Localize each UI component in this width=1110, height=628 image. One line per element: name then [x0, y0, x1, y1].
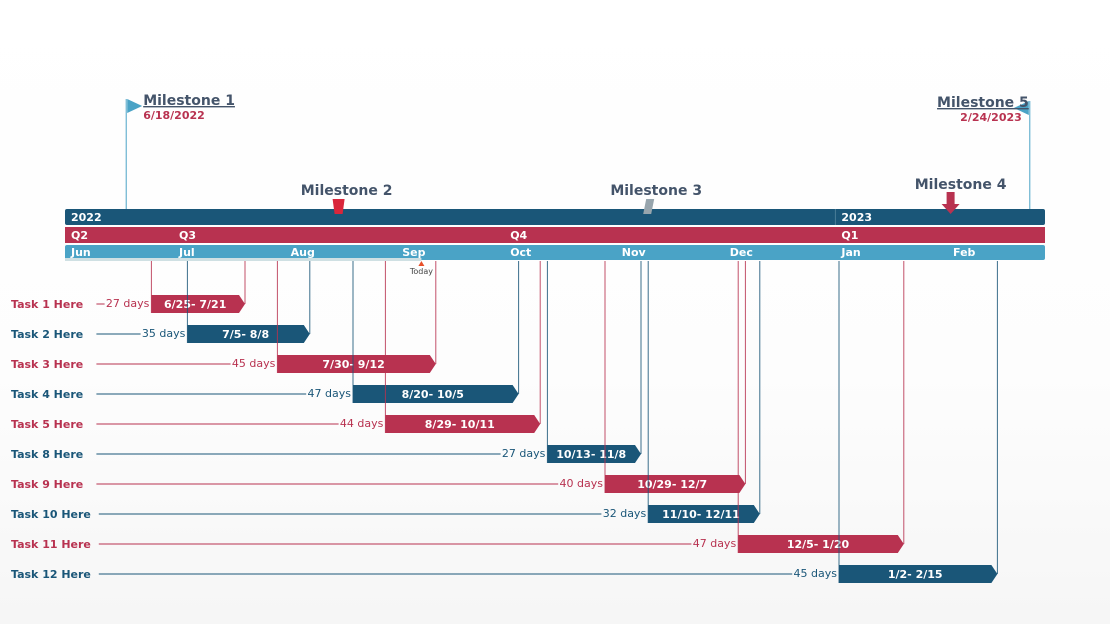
task-date-range: 7/5- 8/8: [222, 328, 269, 341]
task-date-range: 8/20- 10/5: [402, 388, 464, 401]
month-label: Aug: [291, 246, 315, 259]
task-bar: [839, 565, 998, 583]
quarter-label: Q4: [510, 229, 527, 242]
month-label: Feb: [953, 246, 976, 259]
task-bar: [353, 385, 519, 403]
task-duration: 40 days: [560, 477, 604, 490]
task-name: Task 9 Here: [11, 478, 83, 491]
milestone-date: 2/24/2023: [960, 111, 1022, 124]
year-band: [65, 209, 1045, 225]
progress-to-today: [65, 258, 422, 261]
today-marker-icon: [418, 261, 425, 266]
task-name: Task 10 Here: [11, 508, 91, 521]
task-date-range: 10/13- 11/8: [556, 448, 626, 461]
milestone-marker-icon: [643, 199, 655, 214]
task-duration: 47 days: [693, 537, 737, 550]
quarter-band: [65, 227, 1045, 243]
quarter-label: Q1: [841, 229, 858, 242]
task-bar: [151, 295, 245, 313]
task-name: Task 5 Here: [11, 418, 83, 431]
task-date-range: 11/10- 12/11: [662, 508, 740, 521]
month-label: Dec: [730, 246, 753, 259]
year-label: 2023: [841, 211, 872, 224]
task-duration: 32 days: [603, 507, 647, 520]
task-bar: [738, 535, 904, 553]
task-bar: [277, 355, 436, 373]
milestone-name: Milestone 1: [143, 93, 235, 109]
task-date-range: 8/29- 10/11: [425, 418, 495, 431]
task-duration: 27 days: [106, 297, 150, 310]
task-date-range: 6/25- 7/21: [164, 298, 226, 311]
milestone-marker-icon: [332, 199, 345, 214]
milestone-date: 6/18/2022: [143, 109, 205, 122]
arrow-down-icon: [941, 192, 960, 214]
month-label: Nov: [622, 246, 647, 259]
task-bar: [187, 325, 310, 343]
task-name: Task 3 Here: [11, 358, 83, 371]
quarter-label: Q2: [71, 229, 88, 242]
task-bar: [547, 445, 641, 463]
task-name: Task 4 Here: [11, 388, 83, 401]
month-label: Jul: [178, 246, 195, 259]
quarter-label: Q3: [179, 229, 196, 242]
task-name: Task 11 Here: [11, 538, 91, 551]
month-label: Oct: [510, 246, 531, 259]
month-band: [65, 245, 1045, 260]
task-date-range: 12/5- 1/20: [787, 538, 850, 551]
task-duration: 44 days: [340, 417, 384, 430]
flag-icon: [1013, 101, 1029, 115]
task-bar: [605, 475, 746, 493]
month-label: Jun: [70, 246, 91, 259]
year-label: 2022: [71, 211, 102, 224]
task-duration: 27 days: [502, 447, 546, 460]
task-duration: 45 days: [794, 567, 838, 580]
task-bar: [385, 415, 541, 433]
month-label: Jan: [840, 246, 860, 259]
task-bar: [648, 505, 760, 523]
task-date-range: 7/30- 9/12: [322, 358, 384, 371]
task-name: Task 2 Here: [11, 328, 83, 341]
milestone-name: Milestone 2: [301, 183, 393, 199]
task-name: Task 1 Here: [11, 298, 83, 311]
task-date-range: 1/2- 2/15: [888, 568, 943, 581]
month-label: Sep: [402, 246, 425, 259]
milestone-name: Milestone 3: [610, 183, 702, 199]
task-date-range: 10/29- 12/7: [637, 478, 707, 491]
flag-icon: [127, 99, 143, 113]
task-duration: 45 days: [232, 357, 276, 370]
task-duration: 47 days: [308, 387, 352, 400]
task-duration: 35 days: [142, 327, 186, 340]
task-name: Task 8 Here: [11, 448, 83, 461]
milestone-name: Milestone 4: [915, 177, 1007, 193]
milestone-name: Milestone 5: [937, 95, 1029, 111]
today-label: Today: [409, 267, 433, 276]
task-name: Task 12 Here: [11, 568, 91, 581]
